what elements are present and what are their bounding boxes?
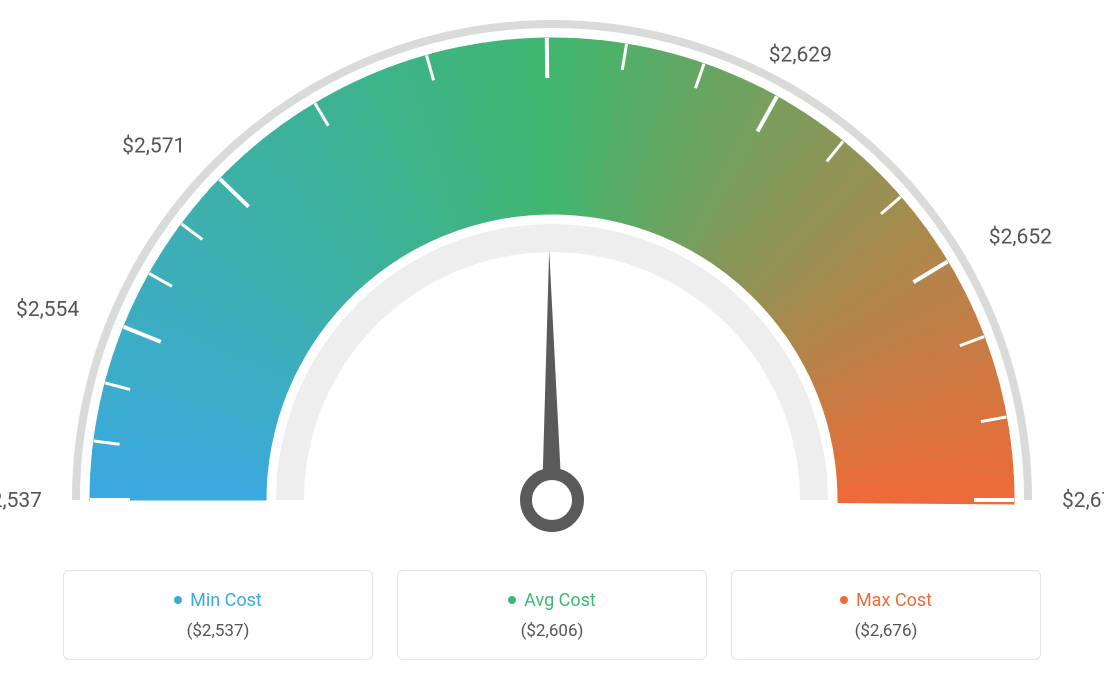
- legend-avg-dot: [508, 596, 516, 604]
- legend-max-dot: [840, 596, 848, 604]
- legend-avg-text: Avg Cost: [524, 590, 596, 611]
- gauge-needle: [542, 250, 562, 500]
- legend-min-text: Min Cost: [190, 590, 262, 611]
- gauge-tick-label: $2,606: [515, 0, 578, 3]
- gauge-tick-label: $2,571: [122, 135, 185, 159]
- legend-card-avg: Avg Cost ($2,606): [397, 570, 707, 660]
- legend-row: Min Cost ($2,537) Avg Cost ($2,606) Max …: [0, 570, 1104, 660]
- gauge-tick-label: $2,652: [989, 226, 1052, 250]
- gauge-svg: $2,537 $2,554 $2,571 $2,606 $2,629 $2,652 $2,6…: [0, 0, 1104, 560]
- legend-min-label: Min Cost: [174, 590, 262, 611]
- legend-min-value: ($2,537): [76, 621, 360, 641]
- gauge-needle-base: [526, 474, 578, 526]
- legend-avg-value: ($2,606): [410, 621, 694, 641]
- legend-avg-label: Avg Cost: [508, 590, 596, 611]
- legend-min-dot: [174, 596, 182, 604]
- legend-max-text: Max Cost: [856, 590, 932, 611]
- legend-max-value: ($2,676): [744, 621, 1028, 641]
- gauge-chart: $2,537 $2,554 $2,571 $2,606 $2,629 $2,652 $2,6…: [0, 0, 1104, 560]
- legend-card-max: Max Cost ($2,676): [731, 570, 1041, 660]
- gauge-tick-label: $2,537: [0, 489, 42, 513]
- gauge-tick-label: $2,629: [769, 44, 832, 68]
- gauge-tick-label: $2,554: [16, 298, 79, 322]
- legend-card-min: Min Cost ($2,537): [63, 570, 373, 660]
- gauge-tick-label: $2,676: [1062, 489, 1104, 513]
- legend-max-label: Max Cost: [840, 590, 932, 611]
